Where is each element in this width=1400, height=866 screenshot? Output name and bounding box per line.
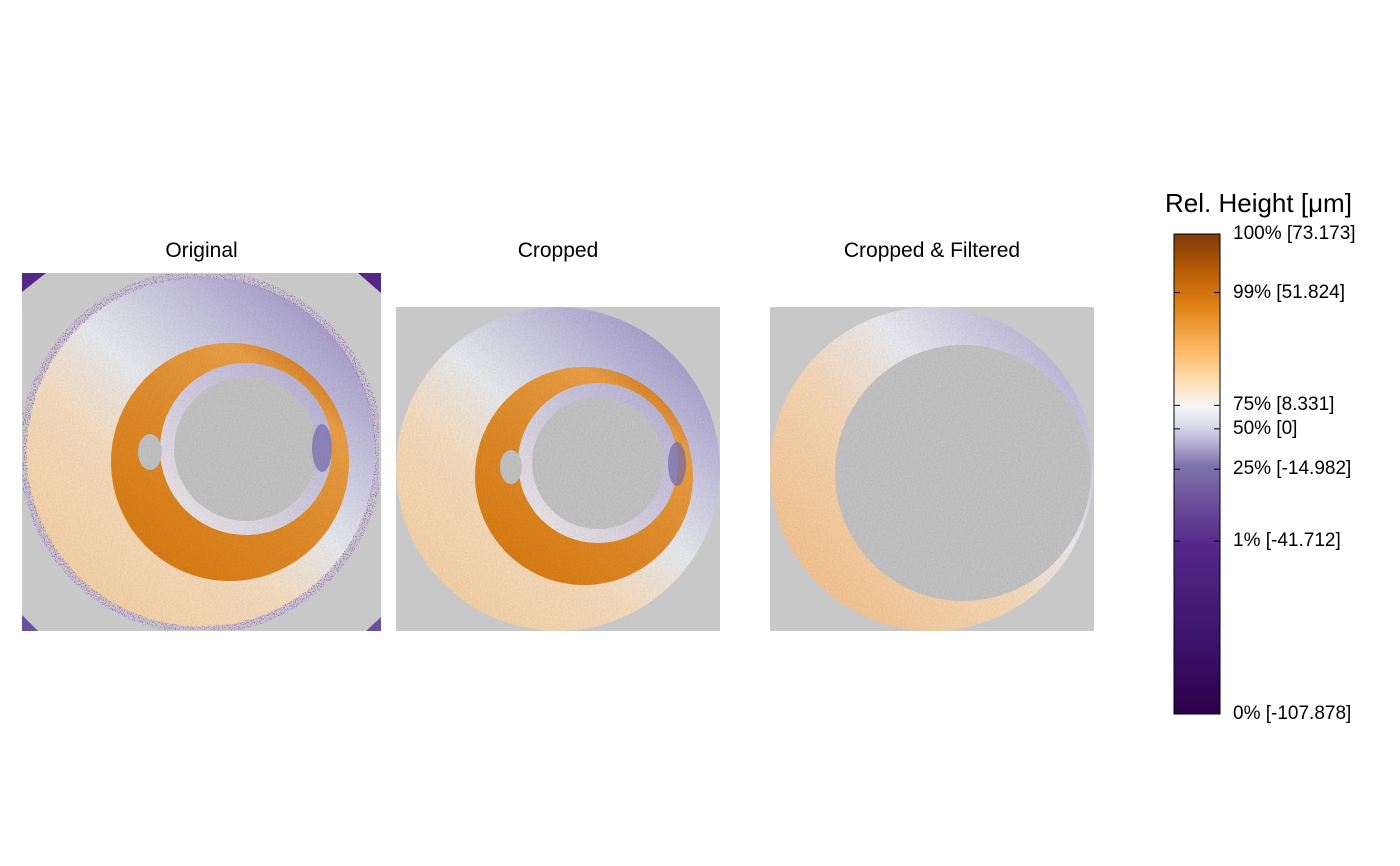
colorbar-title: Rel. Height [μm]: [1165, 188, 1380, 219]
heatmap-original: [22, 273, 381, 631]
colorbar-tick-label: 75% [8.331]: [1233, 394, 1334, 416]
colorbar-tick-label: 25% [-14.982]: [1233, 458, 1351, 480]
colorbar-tick-label: 0% [-107.878]: [1233, 703, 1351, 725]
colorbar-tick-label: 50% [0]: [1233, 418, 1297, 440]
colorbar: [1174, 234, 1220, 714]
colorbar-tick-label: 100% [73.173]: [1233, 223, 1356, 245]
colorbar-tick-label: 99% [51.824]: [1233, 282, 1345, 304]
heatmap-cropped: [396, 307, 720, 631]
heatmap-cropped-filtered: [770, 307, 1094, 631]
colorbar-tick-label: 1% [-41.712]: [1233, 530, 1341, 552]
